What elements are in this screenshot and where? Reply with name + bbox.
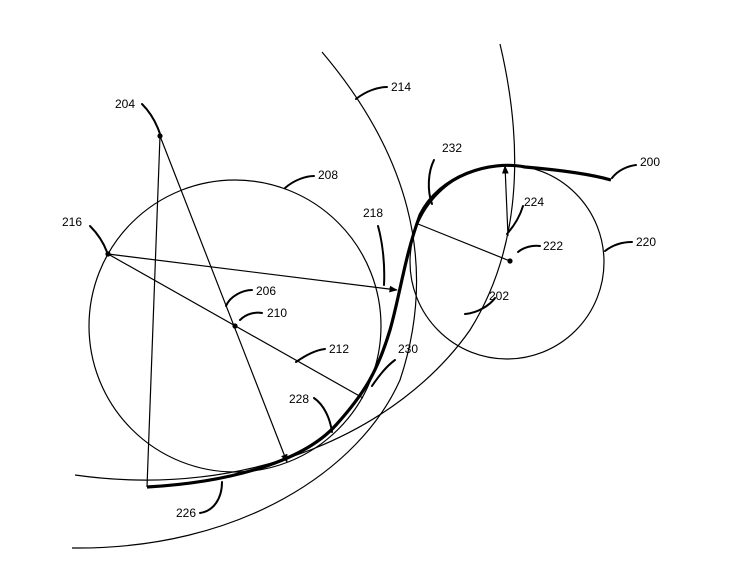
label-228: 228 xyxy=(289,392,309,406)
line-204-through-210 xyxy=(160,136,287,462)
leader-212 xyxy=(296,349,325,362)
leader-222 xyxy=(518,246,540,252)
leader-200 xyxy=(612,165,636,178)
label-210: 210 xyxy=(267,306,287,320)
line-204-to-226 xyxy=(147,136,160,487)
label-208: 208 xyxy=(318,168,338,182)
line-216-to-218 xyxy=(108,254,397,290)
label-212: 212 xyxy=(329,342,349,356)
label-200: 200 xyxy=(640,155,660,169)
center-point-222 xyxy=(507,258,512,263)
small-circle-220 xyxy=(410,165,604,359)
label-202: 202 xyxy=(489,289,509,303)
leader-218 xyxy=(378,226,384,285)
label-220: 220 xyxy=(636,235,656,249)
outer-arc-right xyxy=(75,44,515,480)
leader-210 xyxy=(240,313,262,320)
leader-228 xyxy=(314,398,332,432)
label-224: 224 xyxy=(524,195,544,209)
label-218: 218 xyxy=(363,206,383,220)
small-circle-radius-line xyxy=(418,224,510,261)
leader-206 xyxy=(226,290,252,306)
label-230: 230 xyxy=(398,342,418,356)
leader-224 xyxy=(507,206,523,234)
label-206: 206 xyxy=(256,284,276,298)
leader-226 xyxy=(200,482,222,513)
label-226: 226 xyxy=(176,506,196,520)
leader-204 xyxy=(142,104,160,134)
leader-214 xyxy=(356,87,387,99)
leader-220 xyxy=(605,242,632,251)
leader-216 xyxy=(90,226,107,252)
center-point-210 xyxy=(232,323,237,328)
label-232: 232 xyxy=(442,141,462,155)
label-222: 222 xyxy=(543,239,563,253)
label-214: 214 xyxy=(391,80,411,94)
label-204: 204 xyxy=(115,97,135,111)
label-216: 216 xyxy=(62,215,82,229)
leader-208 xyxy=(285,176,314,188)
arrow-224 xyxy=(505,166,508,236)
